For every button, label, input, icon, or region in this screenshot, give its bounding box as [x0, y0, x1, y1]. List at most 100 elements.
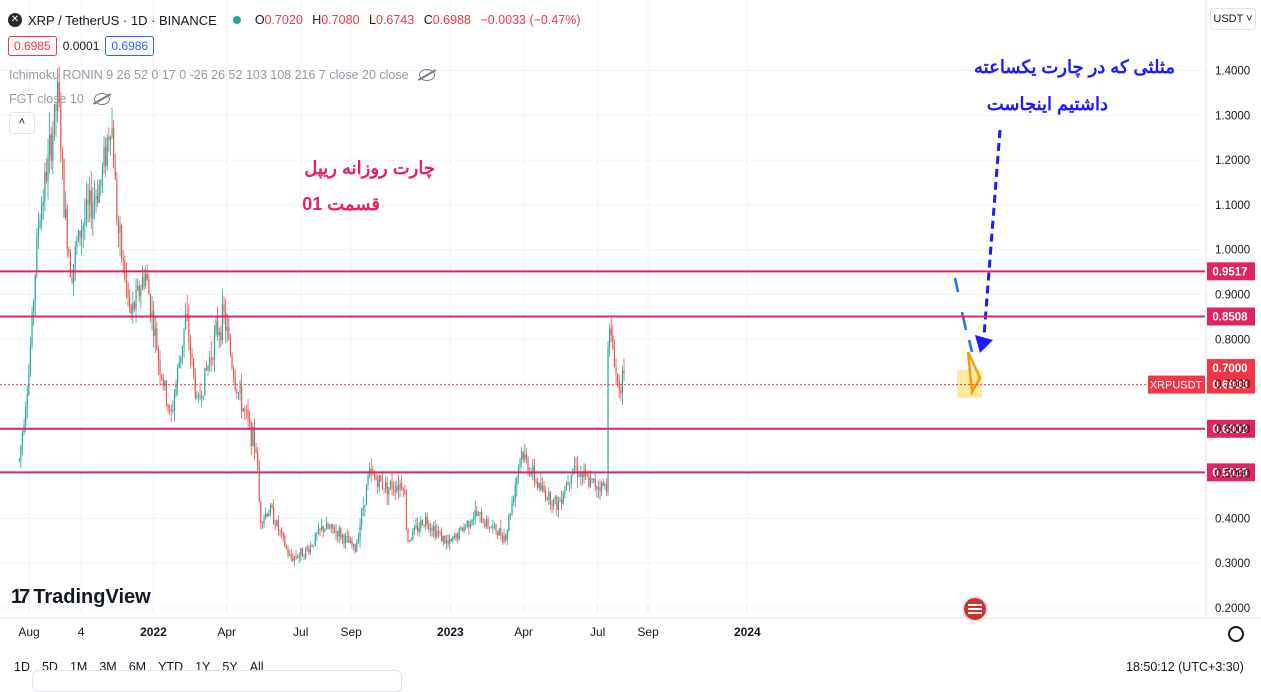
candle-body — [261, 522, 264, 524]
candle-body — [361, 509, 363, 526]
tradingview-mark-icon: 17 — [11, 586, 30, 608]
price-tick-label: 1.1000 — [1215, 200, 1250, 212]
time-tick-label: 2024 — [734, 625, 761, 639]
candle-body — [97, 196, 99, 203]
candle-body — [469, 524, 472, 528]
spread-value: 0.0001 — [62, 39, 100, 53]
candle-body — [37, 227, 40, 236]
timeframe-1d[interactable]: 1D — [14, 660, 30, 674]
candle-body — [527, 458, 529, 471]
candle-body — [66, 208, 68, 250]
candle-body — [505, 535, 507, 540]
currency-dropdown[interactable]: USDT ˅ — [1210, 8, 1256, 30]
candle-body — [327, 523, 329, 529]
candle-body — [274, 524, 276, 526]
level-label-bg — [1207, 307, 1255, 326]
candle-body — [463, 526, 465, 532]
symbol-label: XRPUSDT — [1150, 380, 1203, 392]
symbol-title[interactable]: XRP / TetherUS · 1D · BINANCE — [28, 12, 217, 28]
candle-body — [409, 541, 411, 542]
sell-price-button[interactable]: 0.6985 — [8, 36, 57, 56]
candle-body — [329, 527, 331, 529]
candle-body — [146, 273, 148, 280]
candle-body — [55, 104, 57, 111]
annotation-daily-chart-title: چارت روزانه ریپل — [304, 158, 435, 178]
level-label-bg — [1207, 419, 1255, 438]
annotation-part-number: قسمت 01 — [302, 194, 380, 214]
ohlc-high: 0.7080 — [321, 13, 360, 27]
price-tick-label: 0.6000 — [1215, 424, 1250, 436]
candle-body — [511, 501, 513, 514]
candle-body — [538, 483, 540, 488]
drawing-tools-bar[interactable] — [32, 670, 402, 692]
candle-body — [453, 536, 456, 538]
candle-body — [396, 485, 398, 492]
candle-body — [434, 526, 436, 537]
time-tick-label: 2022 — [140, 625, 167, 639]
candle-body — [63, 159, 65, 218]
collapse-indicators-button[interactable]: ˄ — [9, 112, 35, 134]
candle-body — [549, 492, 552, 505]
candle-body — [581, 472, 584, 478]
candle-body — [484, 522, 486, 527]
candle-body — [607, 347, 609, 492]
us-flag-icon[interactable] — [962, 596, 988, 622]
candle-body — [375, 476, 377, 480]
candle-body — [530, 472, 532, 475]
buy-price-button[interactable]: 0.6986 — [105, 36, 155, 56]
candle-body — [556, 496, 558, 510]
hidden-eye-icon[interactable] — [418, 69, 435, 81]
candle-body — [189, 341, 192, 355]
tradingview-logo[interactable]: 17 TradingView — [11, 586, 151, 609]
annotation-triangle-note-line2: داشتیم اینجاست — [986, 94, 1108, 114]
indicator-fgt[interactable]: FGT close 10 — [9, 92, 110, 106]
candle-body — [316, 533, 318, 535]
candle-body — [311, 545, 313, 547]
candle-body — [204, 367, 206, 396]
candle-body — [465, 525, 467, 527]
candle-body — [597, 487, 600, 490]
candle-body — [210, 357, 212, 359]
candle-body — [132, 302, 134, 314]
candle-body — [116, 179, 118, 221]
candle-body — [233, 368, 235, 378]
xrp-logo-icon: ✕ — [8, 13, 22, 27]
candle-body — [145, 273, 147, 286]
settings-gear-icon[interactable] — [1228, 626, 1244, 642]
candle-body — [151, 311, 153, 318]
candle-body — [519, 459, 521, 469]
candle-body — [586, 475, 588, 477]
hidden-eye-icon[interactable] — [93, 93, 110, 105]
candle-body — [79, 230, 81, 237]
candle-body — [156, 328, 158, 350]
candle-body — [522, 451, 524, 460]
level-label: 0.5029 — [1212, 467, 1247, 479]
candle-body — [100, 180, 102, 185]
candle-body — [121, 225, 123, 258]
candle-body — [441, 532, 443, 542]
candle-body — [180, 356, 182, 363]
candle-body — [436, 531, 438, 537]
candle-body — [282, 533, 284, 537]
candle-body — [98, 184, 100, 203]
candle-body — [114, 167, 116, 180]
triangle-pattern-blue-2 — [960, 311, 968, 331]
indicator-ichimoku[interactable]: Ichimoku RONIN 9 26 52 0 17 0 -26 26 52 … — [9, 68, 435, 82]
candle-body — [122, 257, 124, 261]
time-tick-label: Sep — [637, 625, 659, 639]
candle-body — [29, 346, 32, 374]
candle-body — [229, 339, 232, 355]
candle-body — [373, 473, 376, 477]
symbol-label-bg — [1148, 375, 1205, 394]
candle-body — [153, 311, 155, 336]
clock-timezone[interactable]: 18:50:12 (UTC+3:30) — [1126, 660, 1244, 674]
candle-body — [393, 489, 395, 491]
candle-body — [175, 383, 177, 396]
price-tick-label: 0.3000 — [1215, 558, 1250, 570]
candle-body — [599, 487, 601, 492]
candle-body — [297, 557, 299, 558]
candle-body — [149, 295, 152, 318]
candle-body — [170, 409, 172, 411]
candle-body — [95, 196, 97, 199]
